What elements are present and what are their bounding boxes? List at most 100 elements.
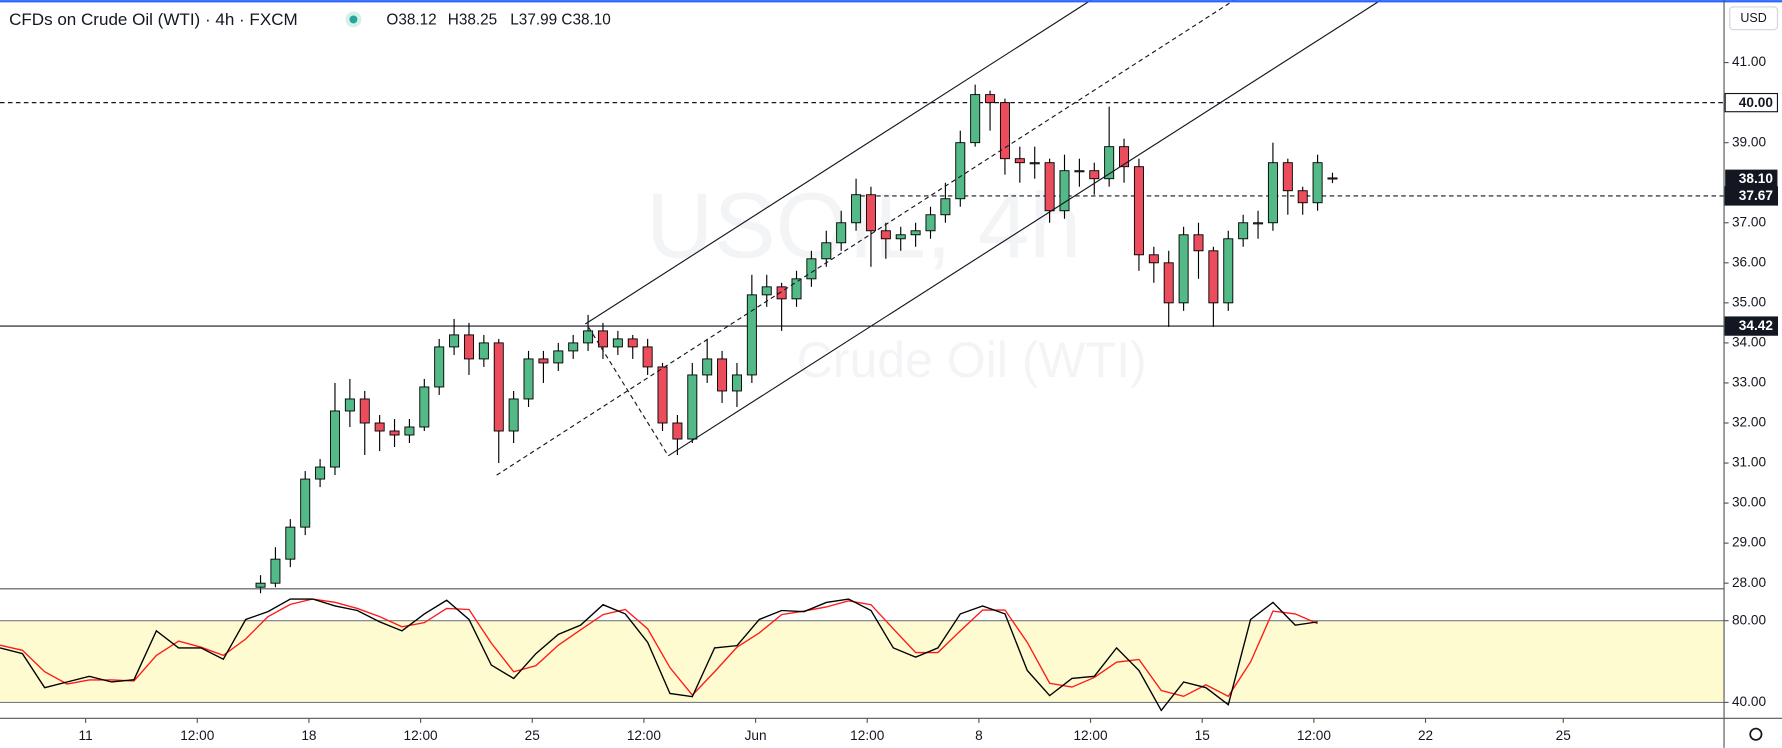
candle-body — [568, 342, 579, 352]
candle-body — [1282, 162, 1293, 192]
x-tick-label: 15 — [1195, 728, 1210, 743]
oscillator-line — [0, 598, 1318, 712]
candle-body — [255, 582, 266, 588]
zigzag — [588, 327, 669, 457]
candle-body — [821, 242, 832, 260]
candle-body — [657, 366, 668, 424]
candle-body — [583, 330, 594, 344]
legend-header: CFDs on Crude Oil (WTI) · 4h · FXCM O38.… — [9, 10, 611, 29]
candle-body — [880, 230, 891, 240]
candle-body — [523, 358, 534, 400]
candle-body — [1104, 146, 1115, 180]
candle-body — [806, 258, 817, 280]
ohlc-close: C38.10 — [561, 12, 610, 29]
oscillator-line — [0, 598, 1318, 698]
x-tick-label: 12:00 — [850, 728, 885, 743]
candle-body — [865, 194, 876, 232]
x-tick-label: 8 — [975, 728, 983, 743]
x-tick-label: Jun — [745, 728, 767, 743]
last-price-label: 38.10 — [1739, 171, 1774, 186]
drawings — [496, 0, 1382, 476]
candle-body — [731, 374, 742, 392]
y-tick-label: 29.00 — [1732, 535, 1767, 550]
candle-body — [463, 334, 474, 360]
x-tick-label: 22 — [1418, 728, 1433, 743]
candle-body — [1059, 170, 1070, 212]
x-tick-label: 25 — [525, 728, 540, 743]
settings-icon[interactable] — [1749, 727, 1763, 741]
y-tick-label: 41.00 — [1732, 54, 1767, 69]
candle-body — [1267, 162, 1278, 224]
candle-body — [612, 338, 623, 348]
candle-body — [925, 214, 936, 232]
plot-area — [0, 84, 1725, 712]
candle-body — [895, 234, 906, 240]
candle-body — [597, 330, 608, 348]
y-tick-label: 39.00 — [1732, 134, 1767, 149]
candle-body — [999, 102, 1010, 160]
candle-body — [672, 422, 683, 440]
currency: USD — [1740, 11, 1766, 25]
last-price-box — [1725, 169, 1778, 188]
x-tick-label: 12:00 — [180, 728, 215, 743]
candles — [255, 84, 1338, 594]
ohlc-high: H38.25 — [448, 12, 497, 29]
candle-body — [404, 426, 415, 436]
y-tick-label: 37.00 — [1732, 214, 1767, 229]
x-tick-label: 25 — [1556, 728, 1571, 743]
candle-body — [836, 222, 847, 244]
candle-body — [1223, 238, 1234, 304]
channel-middle — [496, 0, 1235, 476]
candle-body — [1327, 177, 1338, 180]
symbol-title: CFDs on Crude Oil (WTI) · 4h · FXCM — [9, 10, 298, 29]
axis-labels: 28.00 29.00 30.00 31.00 32.00 33.00 34.00 35.00… — [79, 54, 1779, 743]
watermark-name: Crude Oil (WTI) — [797, 332, 1147, 388]
y-tick-label: 40.00 — [1732, 694, 1767, 709]
candle-body — [717, 358, 728, 392]
candle-body — [1253, 222, 1264, 225]
candle-body — [374, 422, 385, 432]
candle-body — [478, 342, 489, 360]
currency-box — [1729, 6, 1779, 31]
x-tick-label: 12:00 — [404, 728, 439, 743]
candle-body — [285, 526, 296, 560]
candle-body — [508, 398, 519, 432]
candle-body — [553, 350, 564, 364]
candle-body — [1119, 146, 1130, 168]
y-tick-label: 80.00 — [1732, 612, 1767, 627]
y-tick-label: 31.00 — [1732, 455, 1767, 470]
candle-body — [538, 358, 549, 364]
ohlc-open: O38.12 — [386, 12, 436, 29]
candle-body — [1163, 262, 1174, 304]
x-tick-label: 12:00 — [1073, 728, 1108, 743]
price-label: 34.42 — [1739, 318, 1774, 333]
candle-body — [970, 94, 981, 144]
channel-upper — [584, 0, 1092, 325]
candle-body — [1014, 158, 1025, 164]
candle-body — [270, 558, 281, 584]
oscillator-band — [0, 620, 1725, 703]
x-tick-label: 12:00 — [627, 728, 662, 743]
candle-body — [776, 286, 787, 300]
candle-body — [1208, 250, 1219, 304]
x-tick-label: 11 — [79, 728, 93, 743]
candle-body — [344, 398, 355, 412]
candle-body — [1074, 170, 1085, 173]
candle-body — [642, 346, 653, 368]
x-tick-label: 18 — [301, 728, 316, 743]
candle-body — [1238, 222, 1249, 240]
candle-body — [300, 478, 311, 528]
price-label-box — [1724, 92, 1779, 113]
candle-body — [419, 386, 430, 428]
candle-body — [1029, 162, 1040, 165]
candle-body — [359, 398, 370, 424]
candle-body — [702, 358, 713, 376]
candle-body — [1193, 234, 1204, 252]
candle-body — [1148, 254, 1159, 264]
candle-body — [627, 338, 638, 348]
candle-body — [687, 374, 698, 440]
watermark: USOIL, 4h Crude Oil (WTI) — [646, 174, 1147, 388]
